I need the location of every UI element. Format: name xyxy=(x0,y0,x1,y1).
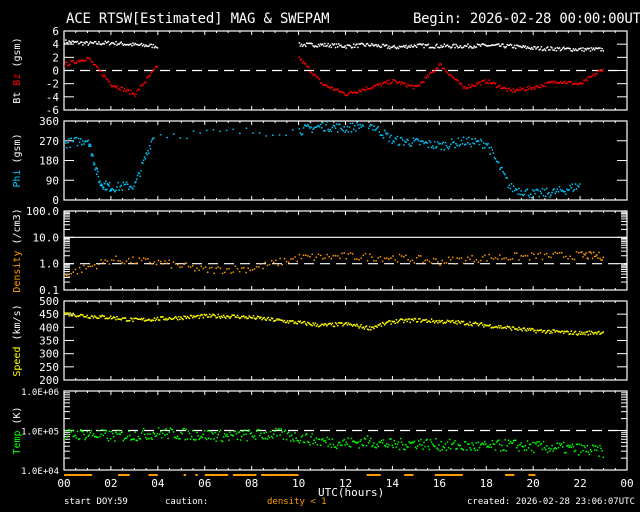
chart-title: ACE RTSW[Estimated] MAG & SWEPAM xyxy=(66,11,330,27)
phi-ytick-label: 180 xyxy=(39,155,59,168)
speed-ytick-label: 250 xyxy=(39,361,59,374)
speed-ytick-label: 200 xyxy=(39,374,59,387)
x-tick-label: 02 xyxy=(104,477,117,490)
speed-ylabel: Speed (km/s) xyxy=(12,304,23,376)
speed-ytick-label: 350 xyxy=(39,335,59,348)
mag-ytick-label: -4 xyxy=(46,91,60,104)
x-tick-label: 08 xyxy=(245,477,258,490)
created-timestamp: created: 2026-02-28 23:06:07UTC xyxy=(467,497,635,507)
speed-ytick-label: 300 xyxy=(39,348,59,361)
x-tick-label: 04 xyxy=(151,477,165,490)
begin-time: Begin: 2026-02-28 00:00:00UTC xyxy=(413,11,640,27)
speed-panel xyxy=(63,300,628,381)
temp-panel xyxy=(63,390,628,471)
density-ytick-label: 10.0 xyxy=(33,231,60,244)
caution-label: caution: xyxy=(165,497,209,507)
x-tick-label: 10 xyxy=(292,477,305,490)
density-ytick-label: 1.0 xyxy=(39,258,59,271)
temp-ytick-label: 1.0E+04 xyxy=(21,467,59,477)
density-series xyxy=(64,251,604,278)
x-tick-label: 16 xyxy=(433,477,446,490)
mag-panel xyxy=(63,30,628,111)
x-tick-label: 14 xyxy=(386,477,400,490)
phi-panel xyxy=(63,120,628,201)
phi-series xyxy=(64,121,581,199)
x-axis-label: UTC(hours) xyxy=(318,486,385,499)
density-ytick-label: 100.0 xyxy=(26,205,59,218)
phi-ytick-label: 0 xyxy=(52,194,59,207)
temp-series xyxy=(64,427,604,459)
temp-ytick-label: 1.0E+06 xyxy=(21,388,59,398)
start-doy-label: start DOY: xyxy=(64,497,119,507)
mag-ytick-label: 4 xyxy=(52,38,59,51)
bz-series xyxy=(64,56,604,97)
bt-series xyxy=(64,39,604,52)
x-tick-label: 00 xyxy=(620,477,633,490)
phi-ytick-label: 360 xyxy=(39,115,59,128)
x-tick-label: 22 xyxy=(573,477,586,490)
speed-ytick-label: 400 xyxy=(39,321,59,334)
caution-text: density < 1 xyxy=(267,497,327,507)
temp-ytick-label: 1.0E+05 xyxy=(21,428,59,438)
mag-ytick-label: 6 xyxy=(52,25,59,38)
temp-ylabel: Temp (K) xyxy=(12,406,23,454)
mag-ytick-label: 2 xyxy=(52,51,59,64)
mag-ytick-label: -2 xyxy=(46,78,59,91)
speed-series xyxy=(64,312,604,336)
phi-ytick-label: 90 xyxy=(46,174,59,187)
caution-bar xyxy=(64,474,536,476)
start-doy-value: 59 xyxy=(117,497,128,507)
mag-ylabel: Bt Bz (gsm) xyxy=(12,37,23,103)
mag-ytick-label: 0 xyxy=(52,65,59,78)
mag-ytick-label: -6 xyxy=(46,104,59,117)
x-tick-label: 06 xyxy=(198,477,211,490)
speed-ytick-label: 450 xyxy=(39,308,59,321)
phi-ytick-label: 270 xyxy=(39,135,59,148)
x-tick-label: 12 xyxy=(339,477,352,490)
density-panel xyxy=(63,210,628,291)
density-ylabel: Density (/cm3) xyxy=(12,208,23,292)
phi-ylabel: Phi (gsm) xyxy=(12,133,23,187)
density-ytick-label: 0.1 xyxy=(39,284,59,297)
speed-ytick-label: 500 xyxy=(39,295,59,308)
x-tick-label: 20 xyxy=(527,477,540,490)
x-tick-label: 00 xyxy=(57,477,70,490)
x-tick-label: 18 xyxy=(480,477,493,490)
